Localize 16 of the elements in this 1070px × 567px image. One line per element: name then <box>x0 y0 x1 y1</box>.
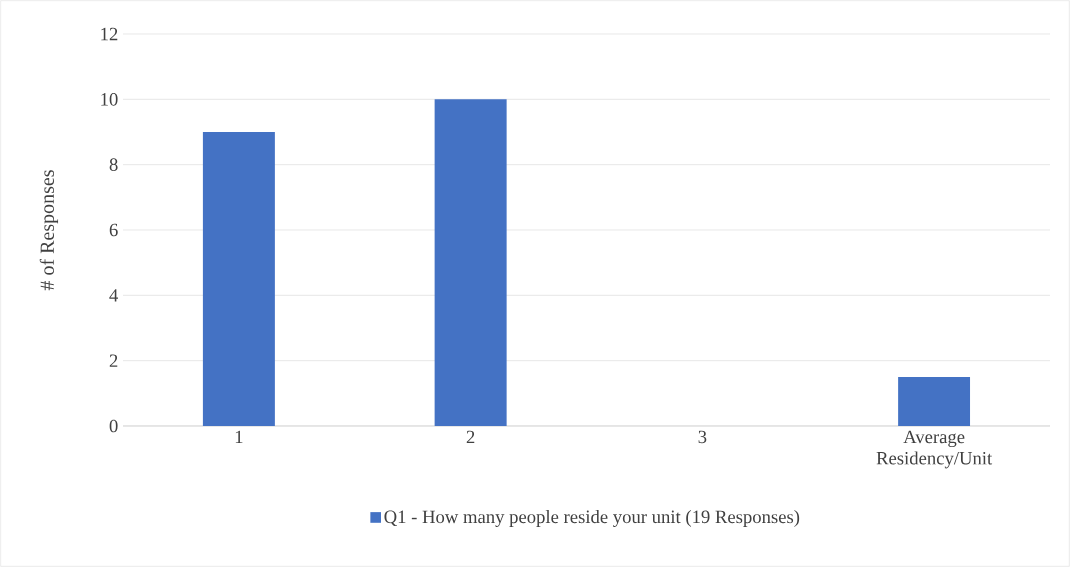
x-tick-label: 3 <box>698 430 707 444</box>
y-tick-label: 2 <box>109 354 118 367</box>
bar <box>434 99 507 426</box>
y-tick-label: 4 <box>109 289 119 302</box>
x-tick-label: Average Residency/Unit <box>876 430 993 469</box>
y-tick-label: 12 <box>101 27 118 41</box>
bar <box>202 131 275 426</box>
y-tick-label: 6 <box>109 223 118 237</box>
y-tick-label: 10 <box>101 93 118 106</box>
bar <box>898 376 971 426</box>
y-tick-label: 0 <box>109 419 118 433</box>
x-tick-label: 2 <box>466 430 475 444</box>
y-axis-title: # of Responses <box>39 170 59 291</box>
y-tick-label: 8 <box>109 158 118 171</box>
x-tick-label: 1 <box>235 430 243 444</box>
legend-label: Q1 - How many people reside your unit (19 Responses) <box>384 509 800 527</box>
